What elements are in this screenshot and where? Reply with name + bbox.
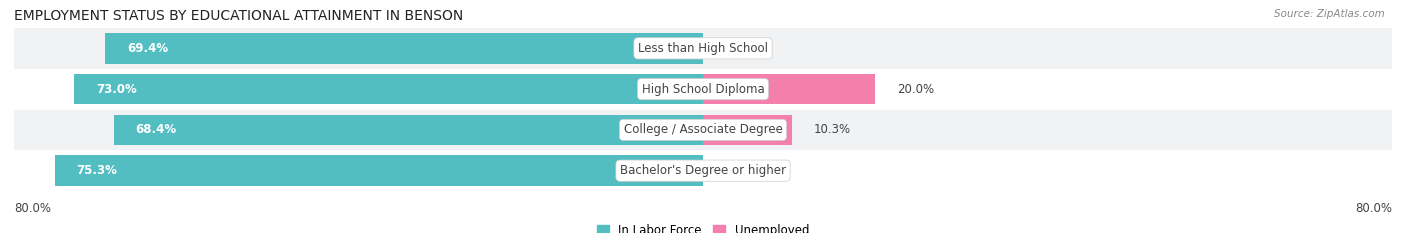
Bar [75,74,703,104]
Text: 75.3%: 75.3% [76,164,117,177]
Text: High School Diploma: High School Diploma [641,83,765,96]
Text: 0.0%: 0.0% [724,42,754,55]
Text: 73.0%: 73.0% [96,83,136,96]
Bar [14,150,1392,191]
Text: 10.3%: 10.3% [813,123,851,136]
Bar [14,28,1392,69]
Text: 0.0%: 0.0% [724,164,754,177]
Bar [703,74,875,104]
Text: College / Associate Degree: College / Associate Degree [624,123,782,136]
Text: 68.4%: 68.4% [135,123,177,136]
Text: Bachelor's Degree or higher: Bachelor's Degree or higher [620,164,786,177]
Text: Source: ZipAtlas.com: Source: ZipAtlas.com [1274,9,1385,19]
Bar [14,110,1392,150]
Bar [703,115,792,145]
Text: EMPLOYMENT STATUS BY EDUCATIONAL ATTAINMENT IN BENSON: EMPLOYMENT STATUS BY EDUCATIONAL ATTAINM… [14,9,464,23]
Text: Less than High School: Less than High School [638,42,768,55]
Bar [105,33,703,64]
Bar [114,115,703,145]
Legend: In Labor Force, Unemployed: In Labor Force, Unemployed [598,224,808,233]
Bar [14,69,1392,110]
Text: 20.0%: 20.0% [897,83,934,96]
Text: 80.0%: 80.0% [14,202,51,216]
Bar [55,155,703,186]
Text: 80.0%: 80.0% [1355,202,1392,216]
Text: 69.4%: 69.4% [127,42,167,55]
